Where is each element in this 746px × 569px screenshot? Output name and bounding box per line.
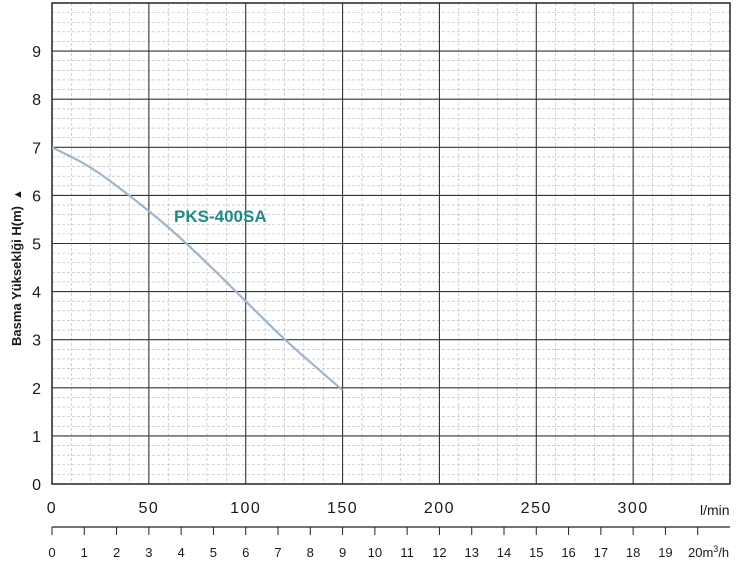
x-tick-label-m3h: 0 xyxy=(48,545,55,560)
x-tick-label-lmin: 0 xyxy=(47,500,57,517)
y-tick-label: 5 xyxy=(32,237,41,254)
x-tick-label-m3h: 3 xyxy=(145,545,152,560)
y-tick-label: 7 xyxy=(32,140,41,157)
y-tick-label: 0 xyxy=(32,477,41,494)
x-tick-label-m3h: 1 xyxy=(81,545,88,560)
series-label-pks-400sa: PKS-400SA xyxy=(174,207,267,226)
x-tick-label-m3h: 8 xyxy=(307,545,314,560)
x-tick-label-lmin: 150 xyxy=(327,500,358,517)
x-tick-label-m3h: 13 xyxy=(464,545,478,560)
x-tick-label-lmin: 50 xyxy=(138,500,159,517)
x-tick-label-lmin: 300 xyxy=(618,500,649,517)
x-unit-lmin: l/min xyxy=(700,502,730,518)
y-axis-label: Basma Yükseklği H(m)▲ xyxy=(9,189,24,346)
y-tick-label: 4 xyxy=(32,285,41,302)
x-tick-label-m3h: 10 xyxy=(368,545,382,560)
y-tick-label: 9 xyxy=(32,44,41,61)
x-tick-label-m3h: 18 xyxy=(626,545,640,560)
x-tick-label-m3h: 7 xyxy=(274,545,281,560)
x-tick-label-m3h: 19 xyxy=(658,545,672,560)
x-tick-labels-m3h: 0 1 2 3 4 5 6 7 8 9 10 11 12 13 14 15 16 17 18 19 xyxy=(48,527,699,560)
x-tick-label-m3h: 6 xyxy=(242,545,249,560)
y-tick-label: 6 xyxy=(32,188,41,205)
series-line-pks-400sa xyxy=(51,146,344,392)
x-tick-label-m3h: 17 xyxy=(594,545,608,560)
x-tick-label-m3h: 9 xyxy=(339,545,346,560)
x-tick-labels-lmin: 0 50 100 150 200 250 300 xyxy=(47,500,649,517)
y-tick-labels: 0 1 2 3 4 5 6 7 8 9 xyxy=(32,44,41,494)
x-tick-label-m3h: 11 xyxy=(400,545,414,560)
x-tick-label-m3h: 12 xyxy=(432,545,446,560)
x-tick-label-m3h: 2 xyxy=(113,545,120,560)
x-tick-label-m3h: 5 xyxy=(210,545,217,560)
x-tick-label-lmin: 250 xyxy=(521,500,552,517)
x-tick-label-m3h: 4 xyxy=(178,545,185,560)
x-tick-label-m3h: 15 xyxy=(529,545,543,560)
y-tick-label: 3 xyxy=(32,333,41,350)
y-tick-label: 8 xyxy=(32,92,41,109)
x-tick-label-m3h: 16 xyxy=(561,545,575,560)
major-grid xyxy=(52,3,730,484)
x-tick-label-lmin: 200 xyxy=(424,500,455,517)
y-tick-label: 1 xyxy=(32,429,41,446)
y-tick-label: 2 xyxy=(32,381,41,398)
x-tick-label-m3h: 14 xyxy=(497,545,511,560)
x-unit-m3h: 20m3/h xyxy=(688,544,729,560)
x-tick-label-lmin: 100 xyxy=(230,500,261,517)
plot-frame xyxy=(51,2,731,485)
